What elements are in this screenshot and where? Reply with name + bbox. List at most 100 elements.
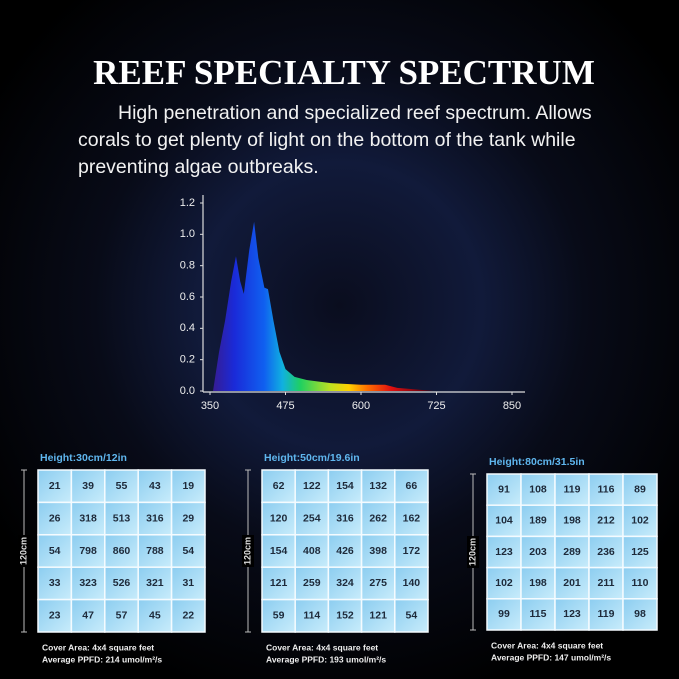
cell-value: 98	[634, 608, 646, 620]
grid-cell	[394, 566, 429, 601]
grid-cell	[261, 534, 296, 568]
cell-value: 788	[146, 545, 164, 557]
grid-cell	[588, 566, 624, 600]
y-tick-label: 0.0	[180, 385, 195, 397]
x-tick-label: 600	[352, 400, 370, 412]
cell-value: 19	[182, 480, 194, 492]
cell-value: 91	[498, 483, 510, 495]
side-label-bg	[242, 535, 254, 567]
grid-cell	[70, 598, 106, 633]
cell-value: 398	[369, 545, 387, 557]
cell-value: 54	[406, 610, 418, 622]
average-ppfd: Average PPFD: 214 umol/m²/s	[42, 654, 162, 664]
grid-cell	[170, 534, 206, 568]
grid-cell	[394, 469, 429, 504]
ppfd-panels: Height:30cm/12in 120cm 21 39 55 43 19 26 318 513 3…	[18, 452, 658, 664]
cell-value: 189	[529, 515, 547, 527]
cell-value: 39	[82, 480, 94, 492]
cell-value: 57	[116, 610, 128, 622]
cell-value: 162	[403, 512, 421, 524]
cell-value: 21	[49, 480, 61, 492]
grid-cell	[37, 598, 73, 633]
cover-area: Cover Area: 4x4 square feet	[266, 642, 378, 652]
cell-value: 154	[270, 545, 288, 557]
cell-value: 526	[113, 577, 131, 589]
grid-cell	[486, 473, 522, 506]
spectrum-chart: 0.0 0.2 0.4 0.6 0.8 1.0 1.2 350 475 600 725 850	[180, 195, 525, 412]
grid-cell	[104, 501, 139, 536]
cell-value: 47	[82, 610, 94, 622]
cover-area: Cover Area: 4x4 square feet	[491, 640, 603, 650]
cell-value: 323	[79, 577, 97, 589]
cell-value: 201	[563, 577, 581, 589]
grid-cell	[486, 504, 522, 538]
cell-value: 860	[113, 545, 131, 557]
cell-value: 123	[563, 608, 581, 620]
cell-value: 31	[182, 577, 194, 589]
cell-value: 262	[369, 512, 387, 524]
grid-cell	[622, 504, 658, 538]
panel-height: Height:50cm/19.6in	[264, 452, 360, 464]
grid-cell	[394, 501, 429, 536]
cell-value: 132	[369, 480, 387, 492]
cell-value: 115	[530, 608, 547, 620]
cell-value: 45	[149, 610, 161, 622]
cell-value: 33	[49, 577, 61, 589]
grid-cell	[294, 469, 330, 504]
cell-value: 203	[529, 546, 547, 558]
cell-value: 29	[182, 512, 194, 524]
average-ppfd: Average PPFD: 193 umol/m²/s	[266, 654, 386, 664]
cell-value: 26	[49, 512, 61, 524]
grid-cell	[520, 535, 556, 569]
cell-value: 154	[336, 480, 354, 492]
grid-cell	[261, 566, 296, 601]
grid-cell	[294, 598, 330, 633]
grid-cell	[360, 598, 396, 633]
cell-value: 140	[403, 577, 421, 589]
cell-value: 125	[631, 546, 649, 558]
cell-value: 43	[149, 480, 161, 492]
cell-value: 116	[598, 483, 615, 495]
cell-value: 119	[598, 608, 615, 620]
grid-cell	[360, 534, 396, 568]
y-tick-label: 0.6	[180, 291, 195, 303]
grid-cell	[486, 535, 522, 569]
x-tick-label: 725	[427, 400, 445, 412]
panel-height: Height:80cm/31.5in	[489, 456, 585, 468]
y-tick-label: 0.8	[180, 260, 195, 272]
cell-value: 104	[495, 515, 513, 527]
cover-area: Cover Area: 4x4 square feet	[42, 642, 154, 652]
cell-value: 108	[529, 483, 547, 495]
grid-cell	[137, 598, 173, 633]
cell-value: 321	[146, 577, 164, 589]
grid-cell	[394, 598, 429, 633]
cell-value: 198	[563, 515, 581, 527]
cell-value: 259	[303, 577, 321, 589]
side-label: 120cm	[18, 537, 28, 565]
x-tick-label: 850	[503, 400, 521, 412]
cell-value: 316	[336, 512, 354, 524]
cell-value: 198	[529, 577, 547, 589]
grid-cell	[588, 598, 624, 631]
cell-value: 114	[303, 610, 320, 622]
grid-cell	[137, 469, 173, 504]
grid-cell	[360, 566, 396, 601]
grid-cell	[327, 566, 363, 601]
cell-value: 54	[182, 545, 194, 557]
side-label-bg	[18, 535, 30, 567]
cell-value: 289	[563, 546, 581, 558]
grid-cell	[170, 501, 206, 536]
grid-cell	[622, 566, 658, 600]
spectrum-area	[213, 221, 434, 391]
y-tick-label: 0.2	[180, 354, 195, 366]
cell-value: 23	[49, 610, 61, 622]
cell-value: 102	[495, 577, 513, 589]
cell-value: 211	[598, 577, 615, 589]
cell-value: 212	[597, 515, 615, 527]
cell-value: 123	[495, 546, 513, 558]
side-label: 120cm	[467, 538, 477, 566]
y-tick-label: 1.0	[180, 228, 195, 240]
cell-value: 275	[369, 577, 387, 589]
